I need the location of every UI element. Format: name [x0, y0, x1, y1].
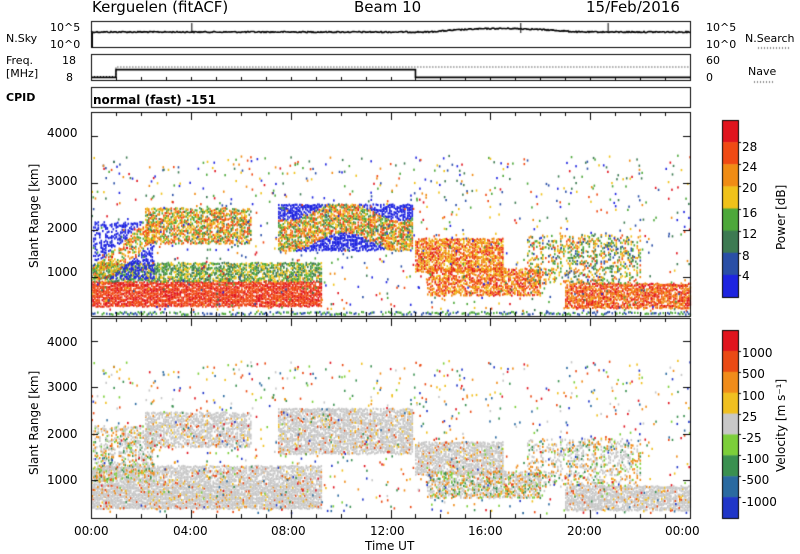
noise-left-tick-bottom: 10^0: [50, 38, 81, 51]
power-cbar-tick-24: 24: [742, 160, 758, 174]
power-cbar-tick-4: 4: [742, 269, 750, 283]
power-cbar-tick-12: 12: [742, 227, 758, 241]
xtick-1600: 16:00: [468, 524, 503, 538]
power-ytick-3000: 3000: [47, 174, 78, 188]
freq-label: Freq.: [6, 54, 34, 67]
velocity-cbar-tick-m500: -500: [742, 473, 770, 487]
freq-unit-label: [MHz]: [6, 67, 39, 80]
velocity-cbar-tick-m25: -25: [742, 431, 762, 445]
xtick-0400: 04:00: [173, 524, 208, 538]
noise-left-tick-top: 10^5: [50, 21, 81, 34]
noise-right-tick-top: 10^5: [706, 21, 737, 34]
beam-title: Beam 10: [354, 0, 422, 16]
xtick-0000: 00:00: [74, 524, 109, 538]
freq-tick-top: 18: [62, 54, 76, 67]
date-title: 15/Feb/2016: [586, 0, 680, 16]
velocity-cbar-tick-m100: -100: [742, 452, 770, 466]
power-cbar-tick-28: 28: [742, 140, 758, 154]
noise-right-tick-bottom: 10^0: [706, 38, 737, 51]
velocity-cbar-tick-m1000: -1000: [742, 495, 777, 509]
nave-tick-top: 60: [706, 54, 720, 67]
power-ylabel: Slant Range [km]: [27, 163, 41, 268]
noise-search-label: N.Search: [745, 32, 795, 45]
velocity-ytick-1000: 1000: [47, 473, 78, 487]
power-cbar-tick-20: 20: [742, 181, 758, 195]
power-cbar-tick-8: 8: [742, 249, 750, 263]
velocity-cbar-tick-1000: 1000: [742, 346, 773, 360]
velocity-cbar-tick-500: 500: [742, 367, 765, 381]
power-ytick-4000: 4000: [47, 126, 78, 140]
velocity-ytick-2000: 2000: [47, 427, 78, 441]
power-ytick-1000: 1000: [47, 265, 78, 279]
velocity-cbar-tick-25: 25: [742, 410, 758, 424]
xaxis-label: Time UT: [365, 539, 415, 553]
velocity-cbar-tick-100: 100: [742, 389, 765, 403]
velocity-ylabel: Slant Range [km]: [27, 370, 41, 475]
xtick-2400: 00:00: [665, 524, 700, 538]
station-title: Kerguelen (fitACF): [92, 0, 229, 16]
cpid-value: normal (fast) -151: [93, 93, 216, 107]
xtick-1200: 12:00: [370, 524, 405, 538]
power-colorbar-label: Power [dB]: [774, 184, 788, 250]
nave-tick-bottom: 0: [706, 71, 713, 84]
xtick-0800: 08:00: [271, 524, 306, 538]
velocity-colorbar-label: Velocity [m s⁻¹]: [774, 378, 788, 472]
nave-label: Nave: [748, 65, 777, 78]
velocity-ytick-3000: 3000: [47, 380, 78, 394]
power-ytick-2000: 2000: [47, 221, 78, 235]
power-cbar-tick-16: 16: [742, 206, 758, 220]
freq-tick-bottom: 8: [66, 71, 73, 84]
cpid-label: CPID: [6, 91, 36, 104]
noise-sky-label: N.Sky: [6, 32, 38, 45]
xtick-2000: 20:00: [567, 524, 602, 538]
velocity-ytick-4000: 4000: [47, 335, 78, 349]
